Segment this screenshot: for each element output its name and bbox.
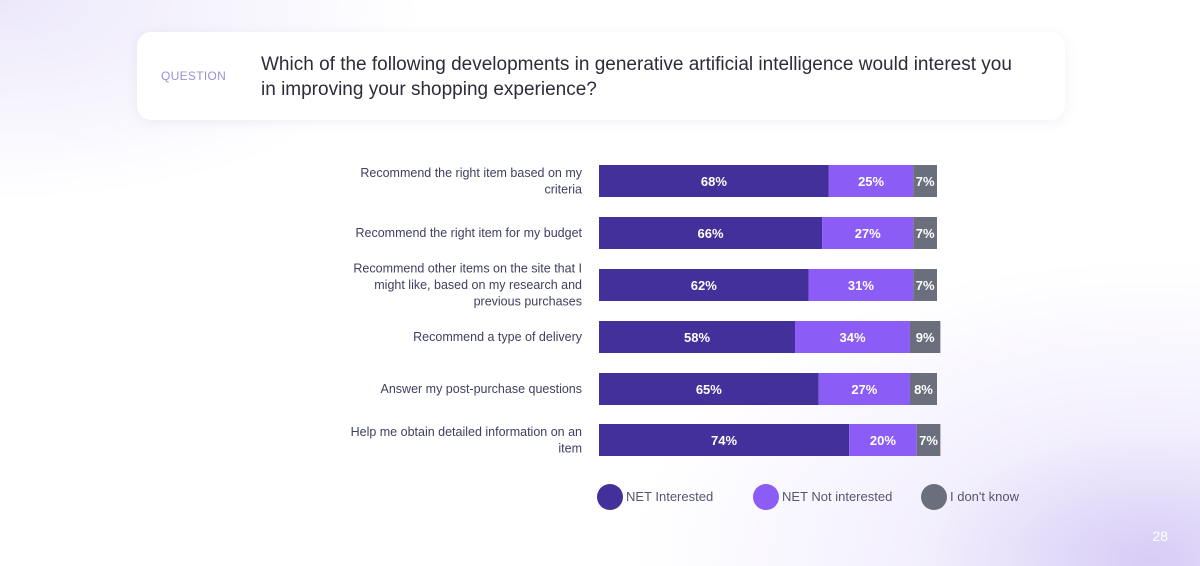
bar-net-interested bbox=[599, 165, 829, 197]
data-label-dont-know: 7% bbox=[916, 174, 935, 189]
page-number: 28 bbox=[1152, 528, 1168, 544]
bar-net-not-interested bbox=[795, 321, 910, 353]
bar-dont-know bbox=[916, 424, 941, 456]
bar-dont-know bbox=[913, 217, 937, 249]
data-label-net-interested: 58% bbox=[684, 330, 710, 345]
legend-swatch-dont-know bbox=[921, 484, 947, 510]
data-label-net-interested: 68% bbox=[701, 174, 727, 189]
bar-dont-know bbox=[913, 165, 937, 197]
data-label-net-interested: 65% bbox=[696, 382, 722, 397]
data-label-net-not-interested: 27% bbox=[851, 382, 877, 397]
data-label-dont-know: 9% bbox=[916, 330, 935, 345]
data-label-net-not-interested: 20% bbox=[870, 433, 896, 448]
bar-net-interested bbox=[599, 217, 823, 249]
data-label-dont-know: 7% bbox=[916, 278, 935, 293]
legend-label-net-interested: NET Interested bbox=[626, 489, 713, 504]
category-label: Help me obtain detailed information on a… bbox=[351, 425, 582, 456]
legend-swatch-net-not-interested bbox=[753, 484, 779, 510]
data-label-dont-know: 7% bbox=[916, 226, 935, 241]
bar-net-interested bbox=[599, 321, 796, 353]
question-text: Which of the following developments in g… bbox=[261, 54, 1012, 100]
question-tag: QUESTION bbox=[161, 69, 227, 83]
data-label-dont-know: 7% bbox=[919, 433, 938, 448]
data-label-net-not-interested: 27% bbox=[855, 226, 881, 241]
data-label-net-interested: 74% bbox=[711, 433, 737, 448]
bar-net-interested bbox=[599, 424, 850, 456]
bar-net-interested bbox=[599, 269, 809, 301]
data-label-net-not-interested: 25% bbox=[858, 174, 884, 189]
bar-net-interested bbox=[599, 373, 819, 405]
bar-dont-know bbox=[913, 269, 937, 301]
bar-dont-know bbox=[909, 373, 937, 405]
bar-net-not-interested bbox=[849, 424, 917, 456]
data-label-net-interested: 66% bbox=[698, 226, 724, 241]
data-label-net-not-interested: 34% bbox=[839, 330, 865, 345]
bar-net-not-interested bbox=[822, 217, 914, 249]
legend-swatch-net-interested bbox=[597, 484, 623, 510]
bar-net-not-interested bbox=[828, 165, 914, 197]
legend-label-net-not-interested: NET Not interested bbox=[782, 489, 892, 504]
bar-dont-know bbox=[909, 321, 941, 353]
bar-net-not-interested bbox=[818, 373, 910, 405]
category-label: Recommend the right item based on my crit… bbox=[360, 166, 582, 197]
data-label-net-interested: 62% bbox=[691, 278, 717, 293]
category-label: Answer my post-purchase questions bbox=[381, 382, 582, 396]
data-label-dont-know: 8% bbox=[914, 382, 933, 397]
category-label: Recommend other items on the site that I… bbox=[353, 262, 582, 309]
category-label: Recommend the right item for my budget bbox=[356, 226, 583, 240]
data-label-net-not-interested: 31% bbox=[848, 278, 874, 293]
question-card: QUESTION Which of the following developm… bbox=[137, 32, 1065, 120]
legend-label-dont-know: I don't know bbox=[950, 489, 1020, 504]
category-label: Recommend a type of delivery bbox=[413, 330, 583, 344]
bar-net-not-interested bbox=[808, 269, 914, 301]
